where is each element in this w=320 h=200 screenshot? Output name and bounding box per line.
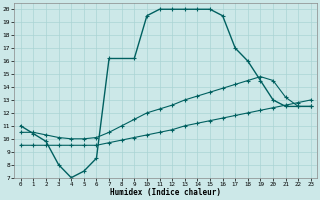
X-axis label: Humidex (Indice chaleur): Humidex (Indice chaleur) <box>110 188 221 197</box>
